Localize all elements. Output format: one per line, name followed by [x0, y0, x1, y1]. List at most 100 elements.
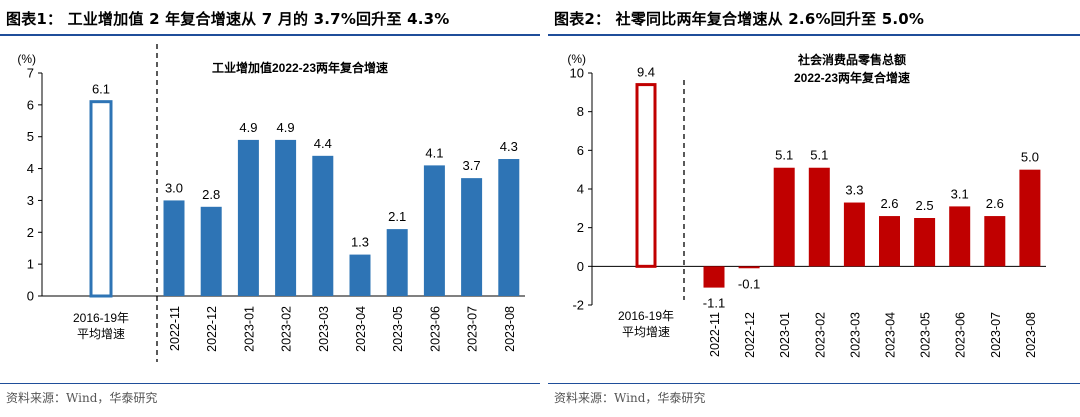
baseline-bar — [635, 83, 657, 268]
bar-value-label: 3.0 — [165, 180, 183, 195]
bar-value-label: -0.1 — [738, 276, 760, 291]
bar — [461, 178, 483, 296]
chart-title: 工业增加值2022-23两年复合增速 — [212, 60, 388, 75]
y-tick-label: 4 — [27, 161, 34, 176]
y-tick-label: 0 — [577, 259, 584, 274]
x-category-label: 2023-05 — [919, 312, 933, 358]
bar — [386, 229, 408, 296]
chart-panel-retail: 图表2： 社零同比两年复合增速从 2.6%回升至 5.0% (%) -2 0 2 4 6 8… — [548, 0, 1080, 417]
bar — [200, 206, 222, 296]
bar — [879, 216, 900, 267]
y-tick-label: 7 — [27, 66, 34, 81]
x-category-label: 2023-06 — [428, 306, 442, 352]
bar-value-label: 1.3 — [351, 235, 369, 250]
x-category-label: 2023-04 — [884, 312, 898, 358]
bar — [163, 200, 185, 296]
source-rule — [548, 383, 1080, 384]
bar — [237, 139, 259, 296]
y-tick-label: 10 — [570, 66, 584, 81]
bar — [843, 202, 865, 267]
x-category-label: 2023-06 — [954, 312, 968, 358]
source-note: 资料来源：Wind，华泰研究 — [554, 391, 706, 405]
y-tick-label: 4 — [577, 182, 584, 197]
y-axis-unit: (%) — [17, 52, 36, 66]
y-tick-label: 6 — [577, 143, 584, 158]
y-tick-label: 0 — [27, 289, 34, 304]
baseline-bar — [89, 100, 113, 298]
y-tick-label: 2 — [577, 220, 584, 235]
x-category-label: 2022-11 — [708, 312, 722, 357]
baseline-category-label: 2016-19年 — [618, 309, 674, 323]
baseline-value-label: 9.4 — [637, 65, 655, 80]
bar-value-label: 2.5 — [916, 198, 934, 213]
x-category-label: 2023-01 — [778, 312, 792, 358]
x-category-label: 2023-08 — [503, 306, 517, 352]
bar-value-label: 4.3 — [500, 139, 518, 154]
y-axis-unit: (%) — [567, 52, 586, 66]
x-category-label: 2022-12 — [743, 312, 757, 358]
y-tick-label: 3 — [27, 193, 34, 208]
y-tick-label: 5 — [27, 129, 34, 144]
bar — [984, 216, 1006, 267]
bar — [949, 206, 971, 267]
bar — [423, 165, 445, 296]
chart-title: 2022-23两年复合增速 — [794, 70, 910, 85]
bar-value-label: 5.1 — [810, 148, 828, 163]
x-category-label: 2023-01 — [242, 306, 256, 352]
bar — [498, 159, 520, 296]
x-category-label: 2023-07 — [466, 306, 480, 352]
baseline-category-label: 平均增速 — [77, 327, 125, 341]
bar-value-label: 3.3 — [845, 183, 863, 198]
bar-value-label: 5.1 — [775, 148, 793, 163]
x-category-label: 2022-12 — [205, 306, 219, 352]
bar-value-label: 2.8 — [202, 187, 220, 202]
chart-title: 社会消费品零售总额 — [797, 52, 906, 67]
x-category-label: 2023-05 — [391, 306, 405, 352]
baseline-category-label: 2016-19年 — [73, 311, 129, 325]
title-rule — [0, 34, 540, 36]
y-tick-label: 2 — [27, 225, 34, 240]
x-category-label: 2023-04 — [354, 306, 368, 352]
chart-panel-industrial: 图表1： 工业增加值 2 年复合增速从 7 月的 3.7%回升至 4.3% (%… — [0, 10, 540, 405]
bar — [808, 167, 830, 267]
bar — [773, 167, 795, 267]
baseline-value-label: 6.1 — [92, 82, 110, 97]
x-category-label: 2023-02 — [813, 312, 827, 358]
source-note: 资料来源：Wind，华泰研究 — [6, 391, 158, 405]
source-rule — [0, 383, 540, 384]
y-tick-label: 1 — [27, 257, 34, 272]
x-category-label: 2023-03 — [848, 312, 862, 358]
x-category-label: 2023-07 — [989, 312, 1003, 358]
bar — [312, 155, 334, 296]
bar — [1019, 169, 1041, 267]
x-category-label: 2023-03 — [317, 306, 331, 352]
x-category-label: 2022-11 — [168, 306, 182, 351]
figure-title: 图表1： 工业增加值 2 年复合增速从 7 月的 3.7%回升至 4.3% — [6, 10, 450, 28]
bar — [738, 266, 760, 269]
y-tick-label: 6 — [27, 97, 34, 112]
bar-value-label: 5.0 — [1021, 150, 1039, 165]
y-tick-label: -2 — [572, 298, 584, 313]
bar — [349, 254, 371, 296]
bar-value-label: 4.1 — [425, 145, 443, 160]
bar — [914, 218, 936, 267]
baseline-category-label: 平均增速 — [622, 325, 670, 339]
bar-value-label: 2.6 — [880, 196, 898, 211]
bar-value-label: 3.1 — [951, 186, 969, 201]
bar — [703, 266, 725, 288]
x-category-label: 2023-08 — [1024, 312, 1038, 358]
y-tick-label: 8 — [577, 104, 584, 119]
bar-value-label: 3.7 — [463, 158, 481, 173]
bar-value-label: -1.1 — [703, 296, 725, 311]
bar-value-label: 2.1 — [388, 209, 406, 224]
title-rule — [548, 34, 1080, 36]
bar — [275, 139, 297, 296]
bar-value-label: 4.9 — [239, 120, 257, 135]
bar-value-label: 2.6 — [986, 196, 1004, 211]
bar-value-label: 4.9 — [277, 120, 295, 135]
figure-title: 图表2： 社零同比两年复合增速从 2.6%回升至 5.0% — [554, 10, 925, 28]
x-category-label: 2023-02 — [280, 306, 294, 352]
bar-value-label: 4.4 — [314, 136, 332, 151]
